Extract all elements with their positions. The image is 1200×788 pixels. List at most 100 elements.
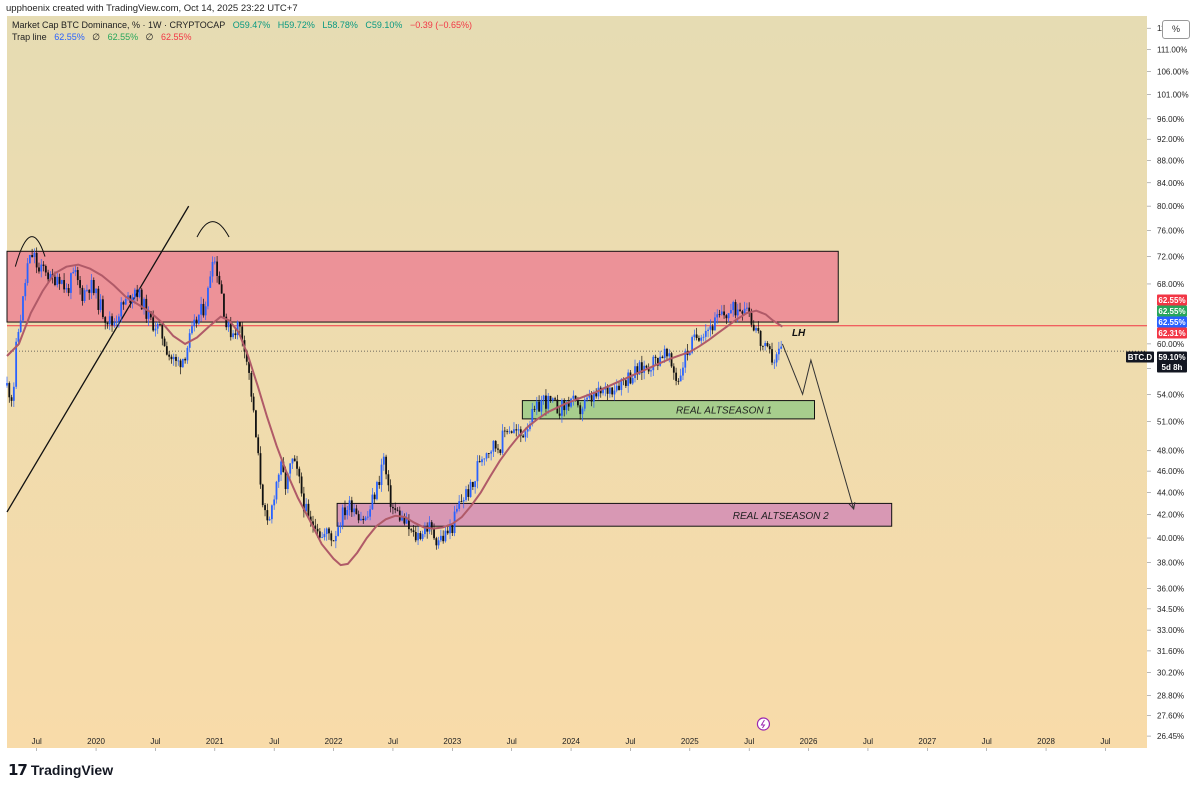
candle-body xyxy=(485,453,488,459)
x-tick-label: 2020 xyxy=(87,737,105,746)
candle-body xyxy=(58,276,61,284)
candle-body xyxy=(309,516,312,522)
candle-body xyxy=(318,531,321,538)
x-tick-label: Jul xyxy=(269,737,279,746)
candle-body xyxy=(549,395,552,401)
candle-body xyxy=(266,510,269,521)
zone-red[interactable] xyxy=(6,250,839,323)
candle-body xyxy=(465,489,467,500)
candle-body xyxy=(780,346,783,349)
candle-body xyxy=(291,458,294,464)
candle-body xyxy=(672,366,675,373)
candle-body xyxy=(378,482,381,486)
candle-body xyxy=(286,473,289,490)
percent-scale-button[interactable]: % xyxy=(1162,20,1190,39)
candle-body xyxy=(211,261,214,277)
candle-body xyxy=(437,540,440,546)
candle-body xyxy=(561,400,563,416)
x-tick-label: Jul xyxy=(1100,737,1110,746)
candle-body xyxy=(382,456,385,465)
candle-body xyxy=(170,356,173,360)
x-tick-label: 2024 xyxy=(562,737,580,746)
indicator-sep-1: ∅ xyxy=(92,32,101,42)
time-axis[interactable] xyxy=(7,748,1147,762)
x-tick-label: Jul xyxy=(32,737,42,746)
y-tick-label: 30.20% xyxy=(1157,669,1184,678)
candle-body xyxy=(444,530,447,542)
candle-body xyxy=(271,505,273,520)
candle-body xyxy=(428,522,431,532)
candle-body xyxy=(191,326,193,334)
candle-body xyxy=(149,311,152,318)
candle-body xyxy=(70,273,72,293)
candle-body xyxy=(204,306,207,316)
candle-body xyxy=(396,509,399,511)
candle-body xyxy=(316,528,319,532)
candle-body xyxy=(248,361,250,373)
candle-body xyxy=(79,280,81,288)
y-tick-label: 26.45% xyxy=(1157,732,1184,741)
moving-average-line[interactable] xyxy=(6,263,783,567)
candle-body xyxy=(81,287,84,301)
y-tick-label: 106.00% xyxy=(1157,67,1189,76)
candle-body xyxy=(581,408,584,415)
candle-body xyxy=(636,366,639,375)
candle-body xyxy=(746,307,748,309)
zone-purple[interactable] xyxy=(336,502,893,527)
zone-green[interactable] xyxy=(521,400,815,420)
candle-body xyxy=(143,298,145,310)
candle-body xyxy=(392,506,394,509)
top-arc-1[interactable] xyxy=(14,236,46,267)
candle-body xyxy=(503,430,506,432)
candle-body xyxy=(430,522,433,528)
candle-body xyxy=(433,527,435,539)
candle-body xyxy=(652,356,655,371)
candle-body xyxy=(300,476,303,494)
candle-body xyxy=(638,362,641,375)
x-tick-label: Jul xyxy=(388,737,398,746)
candle-body xyxy=(777,348,780,355)
candle-body xyxy=(615,385,618,391)
price-axis[interactable] xyxy=(1147,16,1200,748)
candle-body xyxy=(579,405,582,415)
price-label-red: 62.55% xyxy=(1158,296,1185,305)
candle-body xyxy=(586,397,588,400)
x-tick-label: 2023 xyxy=(443,737,461,746)
candle-body xyxy=(540,399,543,412)
candle-body xyxy=(26,263,29,283)
candle-body xyxy=(156,323,159,329)
top-arc-2[interactable] xyxy=(196,221,230,238)
candle-body xyxy=(44,266,47,273)
candle-body xyxy=(10,397,13,401)
candle-body xyxy=(700,337,703,341)
projection-path[interactable] xyxy=(781,343,855,510)
candle-body xyxy=(542,395,545,400)
candle-body xyxy=(572,395,575,399)
candle-body xyxy=(526,429,529,432)
candle-body xyxy=(602,389,604,394)
flash-icon[interactable] xyxy=(756,717,771,731)
y-tick-label: 76.00% xyxy=(1157,227,1184,236)
candle-body xyxy=(714,317,716,331)
plot-background xyxy=(7,16,1147,748)
candle-body xyxy=(323,533,326,538)
candle-body xyxy=(296,461,298,469)
candle-body xyxy=(624,380,627,386)
candle-body xyxy=(321,537,324,538)
candle-body xyxy=(65,288,68,290)
indicator-legend[interactable]: Trap line 62.55% ∅ 62.55% ∅ 62.55% xyxy=(12,32,197,43)
candle-body xyxy=(663,348,666,359)
tradingview-logo[interactable]: 17 TradingView xyxy=(8,760,113,780)
candle-body xyxy=(718,314,721,316)
symbol-legend[interactable]: Market Cap BTC Dominance, % · 1W · CRYPT… xyxy=(12,20,477,30)
trend-line[interactable] xyxy=(6,205,190,513)
candle-body xyxy=(401,516,403,521)
candle-body xyxy=(15,341,18,387)
candle-body xyxy=(554,398,556,400)
candle-body xyxy=(755,328,757,331)
tradingview-wordmark: TradingView xyxy=(30,762,114,778)
candle-body xyxy=(508,431,511,433)
x-tick-label: Jul xyxy=(744,737,754,746)
candle-body xyxy=(261,484,264,506)
